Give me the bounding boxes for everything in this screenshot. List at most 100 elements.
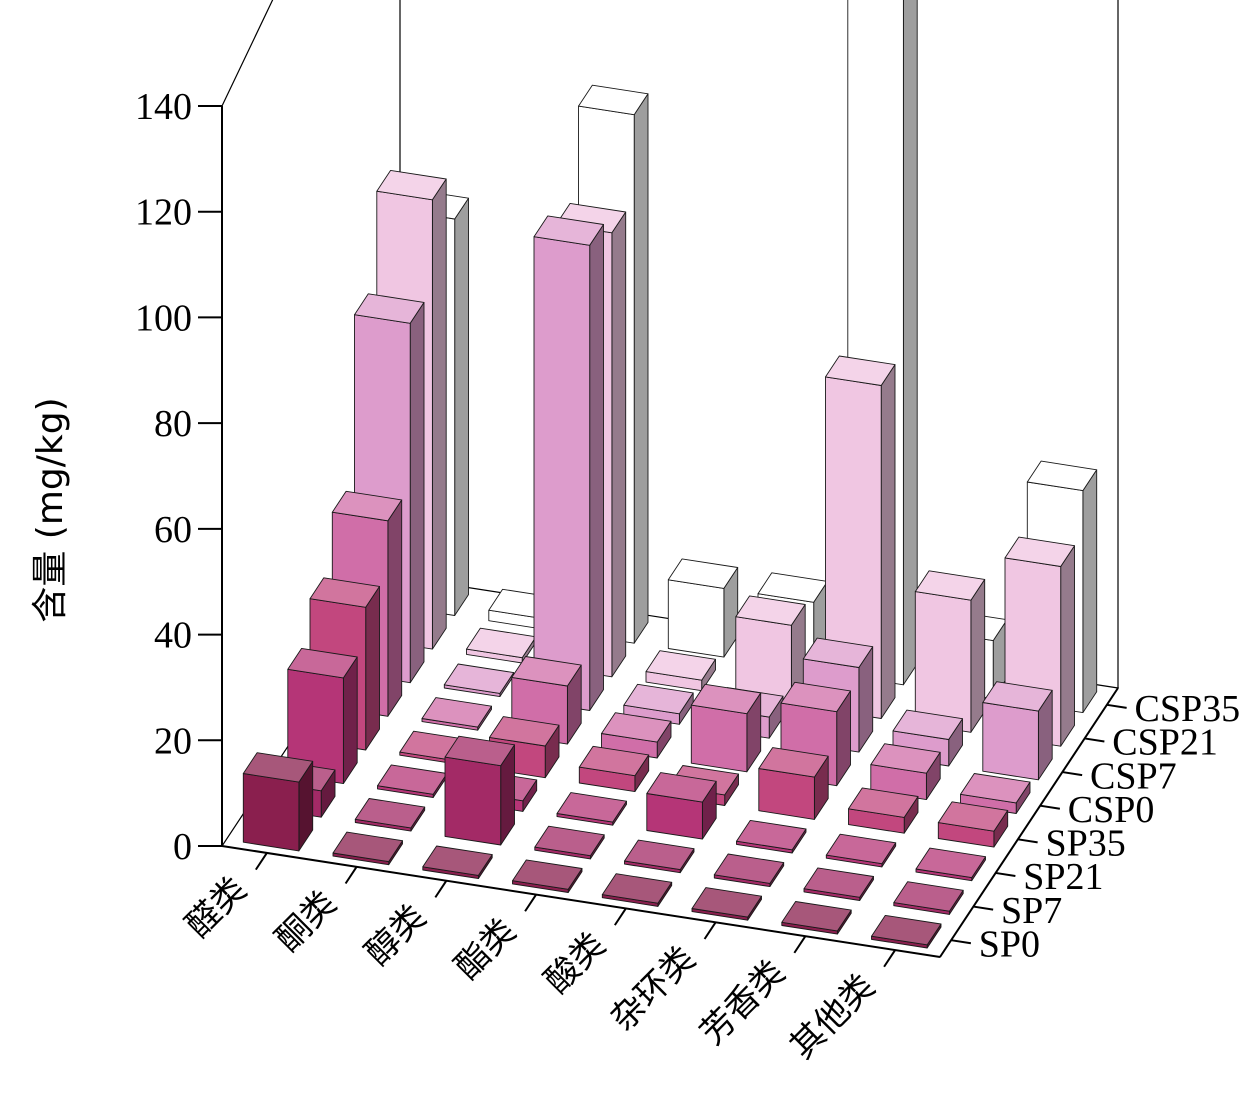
bar-top	[646, 772, 717, 803]
y-tick-label: 100	[135, 297, 192, 339]
group-label: SP0	[979, 923, 1040, 965]
bar-SP7-1	[354, 798, 426, 832]
bar-top	[533, 215, 604, 246]
bar-SP0-2	[422, 845, 493, 880]
x-axis-line	[221, 845, 941, 958]
bar-top	[331, 490, 403, 522]
bar-SP21-4	[646, 772, 717, 840]
bar-front	[667, 579, 725, 658]
bar-SP0-3	[512, 859, 583, 893]
group-tick-mark	[1039, 804, 1061, 810]
bar-CSP0-3	[601, 712, 672, 759]
bar-CSP21-5	[825, 355, 896, 719]
category-label: 酯类	[447, 911, 523, 987]
bar-CSP0-4	[690, 683, 762, 773]
bar-CSP7-2	[533, 215, 604, 711]
bar-side	[633, 93, 649, 644]
bar-SP35-3	[578, 745, 650, 793]
bar-SP35-5	[758, 747, 829, 820]
bar-side	[1082, 469, 1098, 714]
bar-SP7-7	[893, 881, 964, 915]
bar-side	[431, 178, 447, 650]
bar-top	[556, 792, 627, 823]
bar-front	[533, 236, 591, 711]
group-label: CSP21	[1112, 722, 1218, 764]
bar-top	[287, 647, 358, 679]
y-tick-label: 120	[135, 192, 192, 234]
bar-top	[848, 787, 919, 818]
bar-top	[915, 847, 986, 879]
bar-SP0-4	[601, 873, 673, 907]
bar-SP21-3	[556, 792, 627, 826]
bar-top	[825, 833, 897, 865]
bar-SP7-4	[624, 839, 695, 874]
bar-top	[512, 859, 583, 890]
bar-CSP21-6	[914, 570, 986, 733]
x-tick-mark	[524, 894, 537, 912]
bar-top	[960, 773, 1031, 804]
bar-SP21-1	[377, 764, 448, 798]
category-label: 杂环类	[603, 939, 703, 1039]
bar-top	[354, 293, 425, 324]
bar-CSP21-4	[735, 595, 806, 706]
bar-top	[444, 735, 515, 767]
bar-side	[902, 0, 918, 686]
bar-front	[690, 704, 748, 773]
x-tick-mark	[434, 880, 448, 898]
bar-top	[735, 595, 806, 626]
category-label: 其他类	[782, 966, 882, 1066]
x-tick-mark	[344, 866, 358, 885]
bar-top	[578, 745, 650, 777]
category-label: 芳香类	[693, 953, 793, 1053]
bar-side	[365, 585, 380, 751]
group-tick-mark	[1062, 771, 1083, 777]
bar-SP35-6	[848, 787, 919, 834]
group-tick-mark	[1084, 737, 1105, 743]
bar-top	[623, 683, 694, 715]
bar-CSP7-7	[982, 681, 1053, 781]
bar-top	[601, 873, 673, 904]
bar-top	[534, 825, 605, 857]
bar-front	[982, 702, 1039, 781]
bar-SP21-5	[736, 819, 807, 854]
bar-SP21-7	[915, 847, 986, 882]
group-tick-mark	[950, 939, 972, 945]
y-tick-label: 0	[173, 826, 192, 868]
bar-SP7-3	[534, 825, 605, 860]
bar-top	[780, 681, 851, 713]
bar-top	[354, 798, 426, 829]
y-tick-label: 20	[154, 720, 192, 762]
bar-front	[444, 756, 502, 846]
group-label: SP35	[1046, 823, 1126, 865]
bar-CSP0-1	[421, 697, 492, 731]
z-axis-line	[939, 687, 1119, 958]
x-tick-mark	[883, 949, 896, 968]
bar-SP35-7	[937, 801, 1009, 848]
category-label: 醛类	[178, 869, 254, 945]
y-tick-label: 140	[135, 86, 192, 128]
bar-top	[914, 570, 986, 601]
bar-SP0-0	[242, 752, 314, 852]
bar-SP21-0	[287, 647, 358, 785]
bar-top	[309, 577, 380, 608]
bar-top	[242, 752, 314, 783]
bar-side	[589, 224, 604, 711]
bar-side	[342, 656, 358, 785]
bar-side	[611, 211, 627, 678]
y-tick-label: 80	[154, 403, 192, 445]
group-label: CSP7	[1090, 755, 1177, 797]
x-tick-mark	[614, 907, 627, 926]
bar-SP0-6	[781, 901, 852, 935]
bar-SP0-1	[332, 831, 403, 866]
bar-top	[802, 637, 874, 668]
bar-top	[332, 831, 403, 863]
bar-top	[690, 683, 762, 715]
bar-SP7-2	[444, 735, 515, 846]
bar-side	[454, 197, 469, 616]
bar-CSP7-1	[443, 663, 515, 698]
bar-top	[421, 697, 492, 728]
bar-top	[937, 801, 1009, 832]
bar-top	[982, 681, 1053, 712]
bar-top	[376, 169, 447, 201]
